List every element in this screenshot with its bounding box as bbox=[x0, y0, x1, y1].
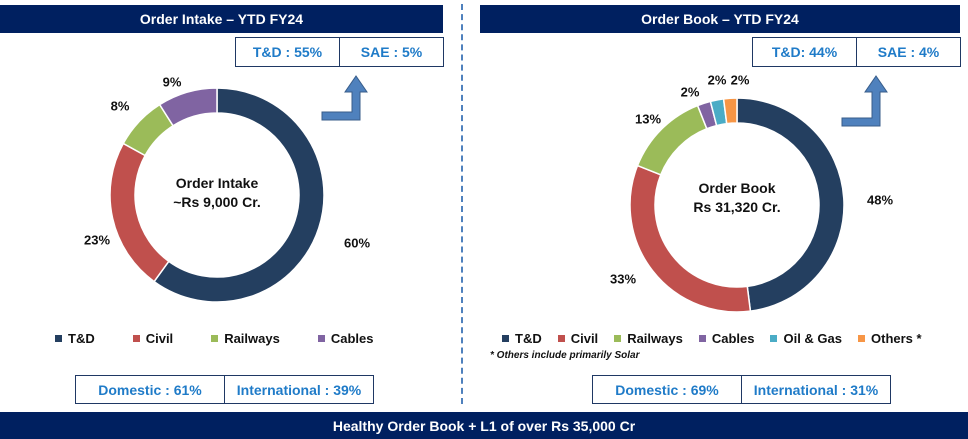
legend-swatch bbox=[557, 335, 565, 342]
data-label: 48% bbox=[866, 192, 894, 208]
donut-slice-cables bbox=[158, 87, 218, 127]
data-label: 13% bbox=[634, 111, 662, 127]
legend-swatch bbox=[858, 335, 866, 342]
legend-swatch bbox=[211, 335, 219, 342]
legend-item: Railways bbox=[614, 331, 683, 346]
td-share: T&D: 44% bbox=[771, 44, 838, 60]
legend-label: T&D bbox=[68, 331, 95, 346]
legend-label: Railways bbox=[627, 331, 683, 346]
data-label: 2% bbox=[730, 72, 750, 88]
donut-slice-t-d bbox=[736, 97, 845, 312]
footer-banner: Healthy Order Book + L1 of over Rs 35,00… bbox=[0, 412, 968, 439]
arrow-up-icon bbox=[841, 75, 888, 127]
legend-item: Civil bbox=[132, 331, 174, 346]
legend-item: Cables bbox=[698, 331, 755, 346]
legend-item: Railways bbox=[211, 331, 280, 346]
left-geo-split: Domestic : 61% International : 39% bbox=[75, 375, 374, 404]
legend-label: Others * bbox=[871, 331, 922, 346]
legend-item: Oil & Gas bbox=[770, 331, 842, 346]
donut-slice-civil bbox=[109, 142, 170, 283]
data-label: 8% bbox=[110, 98, 130, 114]
section-divider bbox=[461, 4, 463, 404]
right-legend: T&D Civil Railways Cables Oil & Gas Others * bbox=[502, 331, 938, 346]
international-share: International : 39% bbox=[224, 376, 373, 403]
legend-label: Railways bbox=[224, 331, 280, 346]
data-label: 9% bbox=[162, 74, 182, 90]
legend-item: Cables bbox=[317, 331, 374, 346]
order-intake-title: Order Intake – YTD FY24 bbox=[0, 5, 443, 33]
legend-item: Others * bbox=[858, 331, 922, 346]
order-book-title: Order Book – YTD FY24 bbox=[480, 5, 960, 33]
legend-swatch bbox=[770, 335, 778, 342]
left-segment-split: T&D : 55% SAE : 5% bbox=[235, 37, 444, 67]
legend-swatch bbox=[698, 335, 706, 342]
data-label: 23% bbox=[83, 232, 111, 248]
legend-item: T&D bbox=[55, 331, 95, 346]
data-label: 2% bbox=[707, 72, 727, 88]
data-label: 2% bbox=[680, 84, 700, 100]
data-label: 60% bbox=[343, 235, 371, 251]
legend-swatch bbox=[502, 335, 509, 342]
sae-share: SAE : 4% bbox=[856, 38, 960, 66]
others-footnote: * Others include primarily Solar bbox=[490, 350, 640, 361]
legend-swatch bbox=[614, 335, 622, 342]
legend-item: T&D bbox=[502, 331, 542, 346]
legend-label: Cables bbox=[330, 331, 374, 346]
legend-label: Cables bbox=[711, 331, 755, 346]
sae-share: SAE : 5% bbox=[339, 38, 443, 66]
legend-label: Oil & Gas bbox=[783, 331, 843, 346]
td-share: T&D : 55% bbox=[252, 44, 323, 60]
donut-slice-t-d bbox=[153, 87, 325, 303]
right-geo-split: Domestic : 69% International : 31% bbox=[592, 375, 891, 404]
right-center-label: Order Book Rs 31,320 Cr. bbox=[693, 180, 781, 215]
legend-swatch bbox=[132, 335, 140, 342]
data-label: 33% bbox=[609, 271, 637, 287]
right-segment-split: T&D: 44% SAE : 4% bbox=[752, 37, 961, 67]
legend-label: T&D bbox=[515, 331, 542, 346]
left-legend: T&D Civil Railways Cables bbox=[55, 331, 411, 346]
arrow-up-icon bbox=[321, 75, 368, 121]
legend-label: Civil bbox=[570, 331, 599, 346]
international-share: International : 31% bbox=[741, 376, 890, 403]
left-center-label: Order Intake ~Rs 9,000 Cr. bbox=[173, 175, 261, 210]
domestic-share: Domestic : 69% bbox=[615, 381, 719, 398]
legend-label: Civil bbox=[145, 331, 174, 346]
donut-slice-others- bbox=[722, 97, 738, 125]
legend-item: Civil bbox=[557, 331, 599, 346]
domestic-share: Domestic : 61% bbox=[98, 381, 202, 398]
legend-swatch bbox=[317, 335, 325, 342]
legend-swatch bbox=[55, 335, 62, 342]
